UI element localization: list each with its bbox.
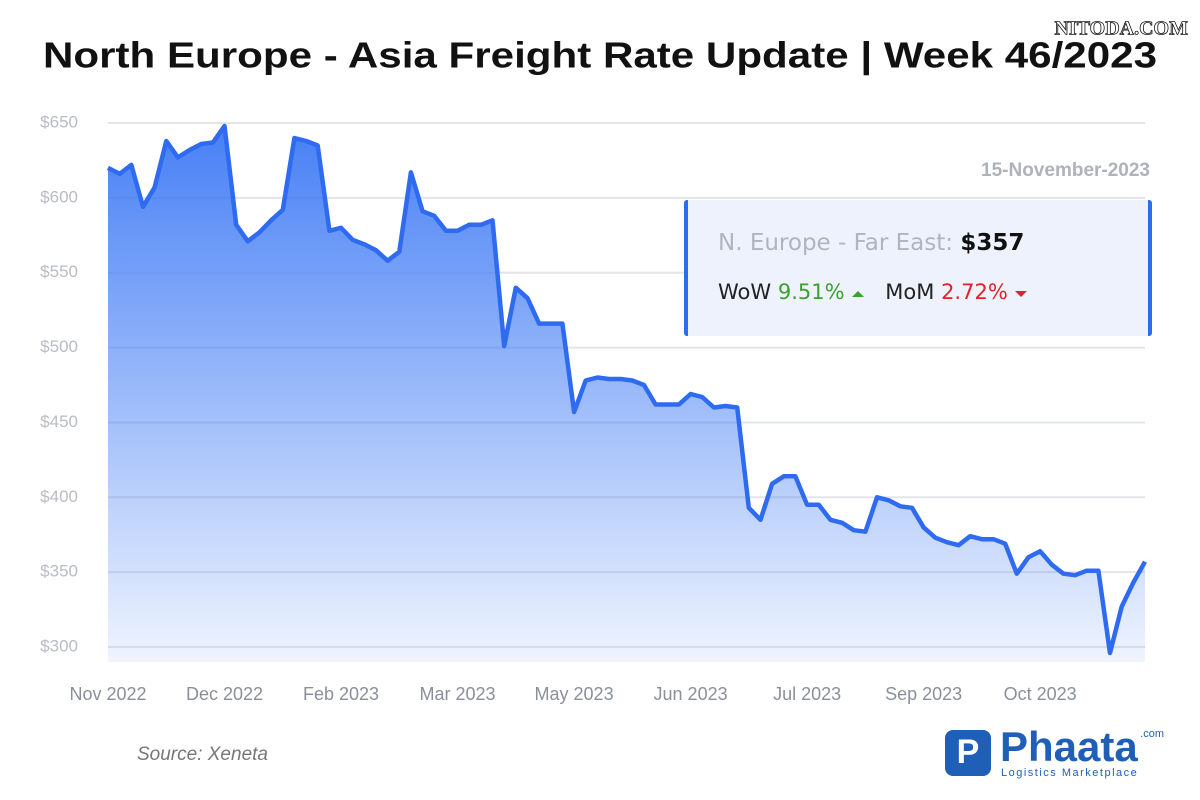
x-tick-label: Feb 2023 xyxy=(303,684,379,704)
y-tick-label: $650 xyxy=(40,112,78,131)
brand-name: Phaata xyxy=(1000,723,1138,770)
y-tick-label: $300 xyxy=(40,637,78,656)
logo-icon xyxy=(945,730,991,776)
wow-value: 9.51% xyxy=(777,280,845,304)
area xyxy=(108,126,1145,662)
watermark: NITODA.COM xyxy=(1054,18,1188,40)
brand-logo: P Phaata .com Logistics Marketplace xyxy=(945,723,1164,779)
x-tick-label: Sep 2023 xyxy=(885,684,962,704)
route-label: N. Europe - Far East: xyxy=(718,230,953,256)
x-tick-label: Oct 2023 xyxy=(1004,684,1077,704)
y-tick-label: $350 xyxy=(40,562,78,581)
x-tick-label: May 2023 xyxy=(535,684,614,704)
price: $357 xyxy=(960,230,1025,256)
line xyxy=(106,123,1147,656)
annotation-date: 15-November-2023 xyxy=(981,160,1150,181)
up-arrow xyxy=(852,291,865,297)
wow-label: WoW xyxy=(718,280,772,304)
x-tick-label: Mar 2023 xyxy=(420,684,496,704)
y-tick-label: $400 xyxy=(40,487,78,506)
brand-suffix: .com xyxy=(1140,728,1164,740)
down-arrow xyxy=(1015,291,1028,297)
chart-title: North Europe - Asia Freight Rate Update … xyxy=(43,35,1157,77)
x-tick-label: Jul 2023 xyxy=(773,684,841,704)
y-tick-label: $600 xyxy=(40,187,78,206)
x-tick-label: Jun 2023 xyxy=(654,684,728,704)
source: Source: Xeneta xyxy=(137,744,268,765)
brand-tagline: Logistics Marketplace xyxy=(1001,767,1138,779)
x-tick-label: Dec 2022 xyxy=(186,684,263,704)
y-tick-label: $500 xyxy=(40,337,78,356)
x-tick-label: Nov 2022 xyxy=(69,684,146,704)
info-box: N. Europe - Far East: $357 WoW 9.51% MoM… xyxy=(684,200,1152,336)
price-line: N. Europe - Far East: $357 xyxy=(718,230,1024,256)
mom-value: 2.72% xyxy=(941,280,1008,304)
y-tick-label: $450 xyxy=(40,412,78,431)
logo-letter: P xyxy=(957,733,980,771)
mom-label: MoM xyxy=(885,280,935,304)
y-tick-label: $550 xyxy=(40,262,78,281)
change-line: WoW 9.51% MoM 2.72% xyxy=(718,280,1028,304)
